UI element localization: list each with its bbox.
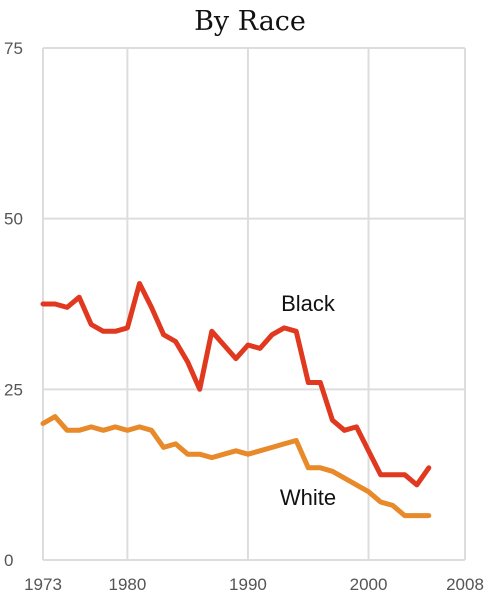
x-tick-label: 2000 — [350, 575, 388, 594]
x-tick-label: 1973 — [24, 575, 62, 594]
x-tick-label: 2008 — [446, 575, 484, 594]
chart-title: By Race — [194, 6, 306, 37]
series-label-black: Black — [281, 291, 336, 316]
y-tick-label: 50 — [4, 210, 23, 229]
y-tick-label: 25 — [4, 380, 23, 399]
series-line-white — [40, 414, 432, 519]
series-label-white: White — [280, 485, 336, 510]
series-line-black — [40, 281, 432, 488]
y-tick-label: 75 — [4, 39, 23, 58]
x-tick-label: 1990 — [229, 575, 267, 594]
plot-area — [40, 281, 432, 519]
x-tick-label: 1980 — [108, 575, 146, 594]
axis-ticks: 1973 1980 1990 2000 2008 0 25 50 75 — [4, 39, 484, 594]
grid — [42, 47, 466, 561]
y-tick-label: 0 — [4, 551, 13, 570]
series-labels: Black White — [280, 291, 336, 510]
